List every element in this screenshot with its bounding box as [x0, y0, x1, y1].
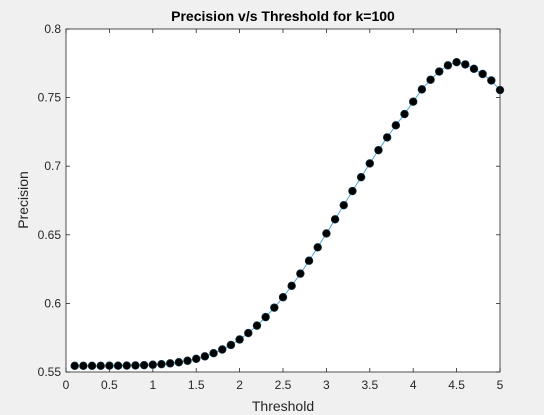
- y-tick-label: 0.75: [38, 91, 62, 105]
- x-axis-label: Threshold: [252, 398, 314, 414]
- data-point: [174, 358, 184, 367]
- x-tick-label: 5: [497, 378, 504, 392]
- data-point: [70, 361, 79, 371]
- data-point: [131, 361, 140, 370]
- y-axis-label: Precision: [15, 171, 31, 229]
- data-point: [322, 229, 331, 238]
- data-point: [435, 67, 444, 76]
- x-tick-label: 1.5: [188, 378, 205, 392]
- x-tick-label: 0: [63, 378, 70, 392]
- plot-area: [66, 29, 500, 372]
- data-point: [96, 361, 105, 371]
- y-axis: 0.55 0.6 0.65 0.7 0.75 0.8: [38, 22, 500, 379]
- y-tick-label: 0.65: [38, 228, 62, 242]
- data-point: [191, 354, 201, 364]
- y-tick-label: 0.55: [38, 365, 62, 379]
- data-point: [313, 243, 322, 252]
- data-point: [339, 200, 348, 210]
- data-point: [261, 312, 270, 322]
- data-point: [443, 61, 453, 70]
- data-point: [469, 64, 479, 73]
- x-tick-label: 2: [236, 378, 243, 392]
- data-point: [426, 75, 435, 84]
- data-point: [209, 349, 218, 358]
- x-tick-label: 4: [410, 378, 417, 392]
- data-point: [270, 303, 279, 312]
- data-point: [122, 361, 131, 370]
- x-tick-label: 3: [323, 378, 330, 392]
- chart-title: Precision v/s Threshold for k=100: [171, 8, 395, 24]
- data-point: [165, 359, 175, 368]
- x-axis: 0 0.5 1 1.5 2 2.5 3 3.5 4 4.5 5: [63, 29, 504, 392]
- data-point: [461, 60, 470, 69]
- data-point: [252, 321, 262, 330]
- data-point: [304, 256, 314, 265]
- data-point: [452, 58, 461, 67]
- data-point: [391, 121, 401, 130]
- x-tick-label: 3.5: [361, 378, 378, 392]
- data-point: [287, 281, 296, 291]
- data-point: [183, 356, 192, 365]
- x-tick-label: 1: [149, 378, 156, 392]
- data-point: [235, 335, 244, 344]
- data-point: [218, 345, 227, 354]
- data-point: [487, 76, 496, 85]
- data-point: [278, 293, 288, 302]
- x-tick-label: 2.5: [275, 378, 292, 392]
- x-tick-label: 0.5: [101, 378, 118, 392]
- data-point: [200, 352, 210, 361]
- data-point: [113, 361, 123, 370]
- data-point: [478, 69, 487, 79]
- data-point: [409, 97, 418, 106]
- data-point: [348, 186, 357, 196]
- data-point: [87, 361, 97, 371]
- data-point: [382, 133, 392, 142]
- data-point: [244, 328, 253, 338]
- data-point: [296, 269, 305, 278]
- series-layer: [70, 58, 505, 371]
- y-tick-label: 0.6: [44, 296, 61, 310]
- x-tick-label: 4.5: [448, 378, 465, 392]
- data-point: [79, 361, 88, 371]
- data-point: [139, 360, 149, 370]
- y-tick-label: 0.7: [44, 159, 61, 173]
- data-point: [148, 360, 157, 369]
- data-point: [356, 172, 366, 182]
- data-point: [365, 159, 374, 168]
- y-tick-label: 0.8: [44, 22, 61, 36]
- data-point: [417, 85, 427, 94]
- data-point: [226, 340, 236, 350]
- data-point: [330, 215, 340, 224]
- data-point: [374, 145, 383, 155]
- data-point: [157, 359, 166, 369]
- data-point: [400, 109, 409, 119]
